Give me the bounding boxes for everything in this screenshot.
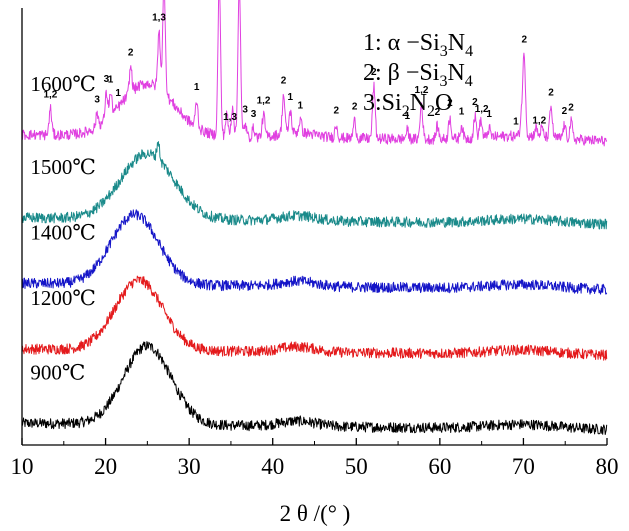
peak-label-34: 2: [562, 106, 568, 117]
legend-entry-2: 2: β −Si3N4: [363, 60, 473, 90]
peak-label-4: 1: [108, 74, 114, 85]
peak-label-13: 3: [242, 105, 248, 116]
peak-label-7: 1,3: [152, 13, 166, 24]
peak-label-27: 2: [472, 97, 478, 108]
x-tick-label-80: 80: [596, 454, 619, 479]
peak-label-15: 1,2: [257, 96, 271, 107]
peak-label-6: 2: [128, 47, 134, 58]
peak-label-21: 2: [371, 67, 377, 78]
series-label-5: 1600℃: [30, 72, 96, 96]
peak-label-26: 1: [459, 106, 465, 117]
peak-label-16: 2: [281, 75, 287, 86]
peak-label-30: 1: [513, 117, 519, 128]
x-tick-label-60: 60: [428, 454, 451, 479]
peak-label-2: 3: [94, 94, 100, 105]
peak-label-19: 2: [333, 105, 339, 116]
peak-label-22: 1: [404, 111, 410, 122]
peak-label-5: 1: [115, 88, 121, 99]
peak-labels: 1,2331121,32121,32331,221122211,222121,2…: [43, 13, 574, 128]
legend-entry-1: 1: α −Si3N4: [363, 30, 473, 60]
peak-label-17: 1: [287, 92, 293, 103]
peak-label-14: 3: [251, 109, 257, 120]
peak-label-33: 2: [548, 88, 554, 99]
peak-label-28: 1,2: [475, 104, 489, 115]
peak-label-35: 2: [568, 102, 574, 113]
series-line-4: [21, 141, 608, 230]
peak-label-18: 1: [298, 100, 304, 111]
series-label-1: 900℃: [30, 360, 85, 384]
x-tick-label-70: 70: [512, 454, 535, 479]
series-label-3: 1400℃: [30, 221, 96, 245]
x-tick-label-50: 50: [345, 454, 368, 479]
x-tick-label-20: 20: [94, 454, 117, 479]
x-tick-label-30: 30: [178, 454, 201, 479]
legend-entry-3: 3:Si2N2O: [363, 90, 452, 120]
peak-label-29: 1: [486, 109, 492, 120]
peak-label-24: 2: [435, 107, 441, 118]
series-labels: 900℃ 1200℃ 1400℃ 1500℃ 1600℃: [30, 72, 96, 384]
peak-label-25: 2: [447, 98, 453, 109]
series-line-3: [21, 209, 608, 295]
peak-label-3: 3: [104, 74, 110, 85]
series-line-1: [21, 341, 608, 435]
peak-label-11: 1,3: [223, 112, 237, 123]
peak-label-9: 1: [194, 82, 200, 93]
series-label-2: 1200℃: [30, 286, 96, 310]
series-label-4: 1500℃: [30, 155, 96, 179]
x-tick-label-10: 10: [11, 454, 34, 479]
x-axis-label: 2 θ /(° ): [280, 501, 351, 526]
series-traces: [21, 0, 608, 435]
peak-label-1: 1,2: [43, 90, 57, 101]
x-tick-label-40: 40: [261, 454, 284, 479]
peak-label-20: 2: [352, 102, 358, 113]
peak-label-32: 1,2: [532, 116, 546, 127]
peak-label-23: 1,2: [415, 85, 429, 96]
series-line-2: [21, 275, 608, 361]
peak-label-31: 2: [521, 35, 527, 46]
series-line-5: [21, 0, 608, 147]
axes: 10 20 30 40 50 60 70 80: [11, 8, 619, 479]
